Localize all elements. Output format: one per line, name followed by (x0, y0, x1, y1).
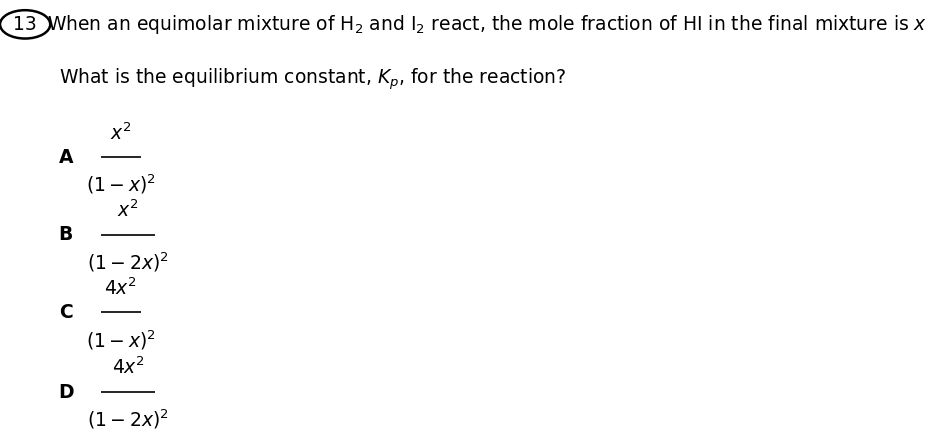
Text: $x^2$: $x^2$ (118, 200, 139, 221)
Text: $(1-2x)^2$: $(1-2x)^2$ (87, 250, 169, 274)
Text: $(1-x)^2$: $(1-x)^2$ (86, 328, 156, 352)
Text: $(1-2x)^2$: $(1-2x)^2$ (87, 408, 169, 431)
Text: D: D (58, 383, 74, 401)
Text: 13: 13 (13, 15, 37, 34)
Text: $4x^2$: $4x^2$ (105, 277, 138, 299)
Text: When an equimolar mixture of H$_2$ and I$_2$ react, the mole fraction of HI in t: When an equimolar mixture of H$_2$ and I… (46, 13, 926, 36)
Text: C: C (58, 303, 72, 322)
Text: A: A (58, 148, 73, 167)
Text: $(1-x)^2$: $(1-x)^2$ (86, 173, 156, 197)
Text: What is the equilibrium constant, $K_p$, for the reaction?: What is the equilibrium constant, $K_p$,… (58, 67, 566, 93)
Text: $4x^2$: $4x^2$ (112, 357, 144, 378)
Text: B: B (58, 225, 73, 244)
Text: $x^2$: $x^2$ (110, 122, 131, 144)
